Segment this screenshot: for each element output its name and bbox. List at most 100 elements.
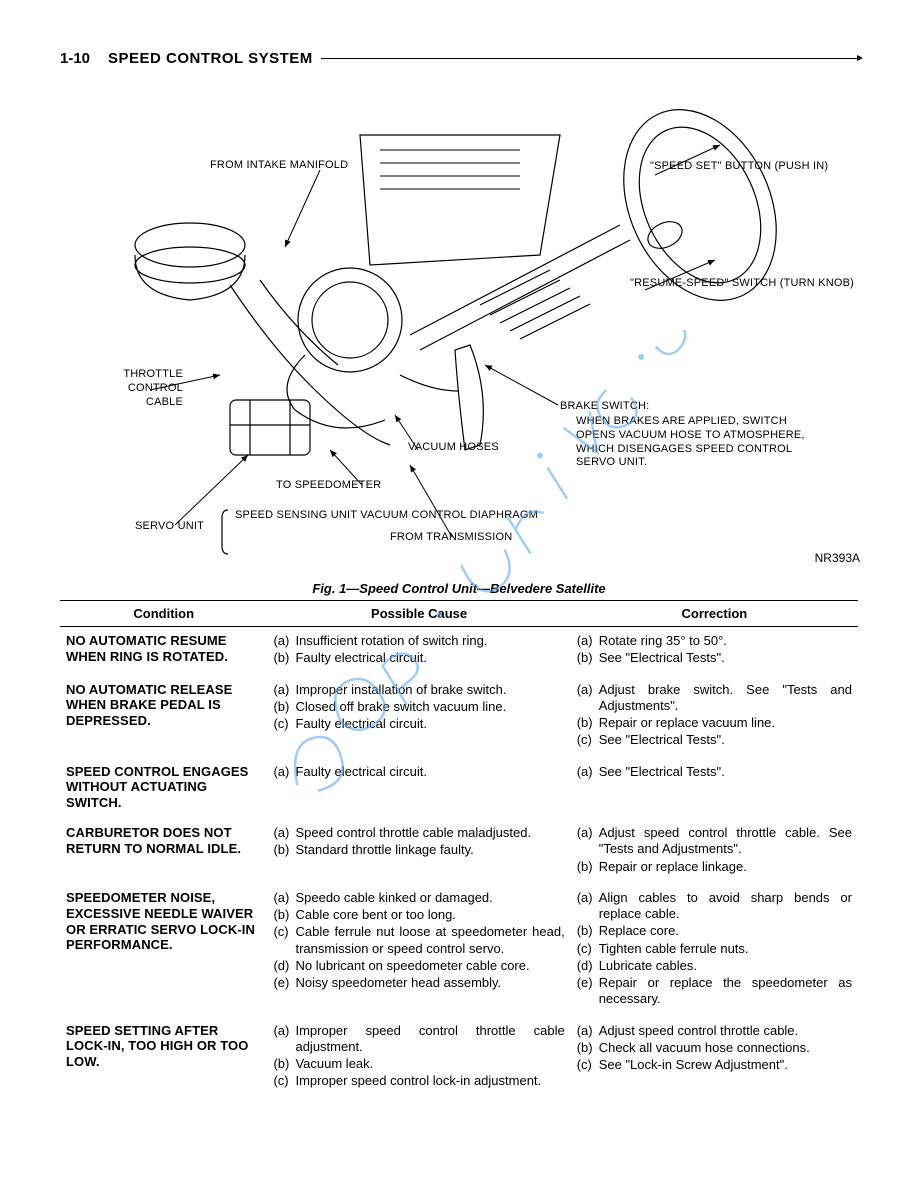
label-brake-switch-text: WHEN BRAKES ARE APPLIED, SWITCH OPENS VA…	[576, 415, 821, 470]
correction-cell: (a)Adjust speed control throttle cable. …	[571, 819, 858, 884]
item-text: Faulty electrical circuit.	[295, 764, 564, 780]
label-to-speedometer: TO SPEEDOMETER	[276, 479, 381, 493]
list-item: (a)See "Electrical Tests".	[577, 764, 852, 780]
list-item: (b)Vacuum leak.	[273, 1056, 564, 1072]
condition-cell: SPEED CONTROL ENGAGES WITHOUT ACTUATING …	[60, 758, 267, 820]
item-marker: (b)	[273, 699, 295, 715]
figure-id: NR393A	[815, 551, 860, 565]
item-text: Adjust speed control throttle cable.	[599, 1023, 852, 1039]
condition-cell: NO AUTOMATIC RESUME WHEN RING IS ROTATED…	[60, 627, 267, 676]
item-text: Closed off brake switch vacuum line.	[295, 699, 564, 715]
list-item: (a)Speed control throttle cable maladjus…	[273, 825, 564, 841]
item-marker: (e)	[577, 975, 599, 1008]
label-throttle-cable: THROTTLE CONTROL CABLE	[88, 368, 183, 409]
item-text: Insufficient rotation of switch ring.	[295, 633, 564, 649]
list-item: (b)Check all vacuum hose connections.	[577, 1040, 852, 1056]
list-item: (b)Standard throttle linkage faulty.	[273, 842, 564, 858]
item-marker: (d)	[273, 958, 295, 974]
item-marker: (a)	[577, 890, 599, 923]
item-text: Improper speed control lock-in adjustmen…	[295, 1073, 564, 1089]
label-servo-unit: SERVO UNIT	[135, 520, 204, 534]
col-correction: Correction	[571, 601, 858, 627]
list-item: (a)Improper installation of brake switch…	[273, 682, 564, 698]
item-text: Repair or replace linkage.	[599, 859, 852, 875]
condition-cell: NO AUTOMATIC RELEASE WHEN BRAKE PEDAL IS…	[60, 676, 267, 758]
correction-cell: (a)Rotate ring 35° to 50°.(b)See "Electr…	[571, 627, 858, 676]
cause-cell: (a)Insufficient rotation of switch ring.…	[267, 627, 570, 676]
list-item: (d)Lubricate cables.	[577, 958, 852, 974]
correction-cell: (a)Adjust speed control throttle cable.(…	[571, 1017, 858, 1099]
item-text: Replace core.	[599, 923, 852, 939]
col-condition: Condition	[60, 601, 267, 627]
item-marker: (b)	[577, 715, 599, 731]
label-brake-switch-title: BRAKE SWITCH:	[560, 400, 649, 414]
item-text: Faulty electrical circuit.	[295, 716, 564, 732]
list-item: (b)Repair or replace linkage.	[577, 859, 852, 875]
item-marker: (a)	[273, 682, 295, 698]
item-marker: (b)	[577, 650, 599, 666]
table-row: SPEED SETTING AFTER LOCK-IN, TOO HIGH OR…	[60, 1017, 858, 1099]
list-item: (c)Faulty electrical circuit.	[273, 716, 564, 732]
list-item: (a)Speedo cable kinked or damaged.	[273, 890, 564, 906]
item-marker: (a)	[577, 682, 599, 715]
label-resume-speed-switch: "RESUME-SPEED" SWITCH (TURN KNOB)	[630, 277, 854, 291]
item-text: Vacuum leak.	[295, 1056, 564, 1072]
item-text: Speed control throttle cable maladjusted…	[295, 825, 564, 841]
condition-cell: SPEEDOMETER NOISE, EXCESSIVE NEEDLE WAIV…	[60, 884, 267, 1017]
item-text: See "Electrical Tests".	[599, 650, 852, 666]
list-item: (e)Repair or replace the speedometer as …	[577, 975, 852, 1008]
item-text: Cable ferrule nut loose at speedometer h…	[295, 924, 564, 957]
item-marker: (a)	[273, 825, 295, 841]
cause-cell: (a)Speed control throttle cable maladjus…	[267, 819, 570, 884]
item-text: Cable core bent or too long.	[295, 907, 564, 923]
page-number: 1-10	[60, 50, 90, 67]
item-marker: (b)	[273, 907, 295, 923]
item-text: Check all vacuum hose connections.	[599, 1040, 852, 1056]
figure-caption: Fig. 1—Speed Control Unit—Belvedere Sate…	[60, 575, 858, 601]
item-marker: (e)	[273, 975, 295, 991]
speed-control-diagram: FROM INTAKE MANIFOLD "SPEED SET" BUTTON …	[60, 85, 860, 565]
item-marker: (d)	[577, 958, 599, 974]
item-marker: (a)	[273, 890, 295, 906]
list-item: (a)Adjust brake switch. See "Tests and A…	[577, 682, 852, 715]
item-marker: (b)	[273, 1056, 295, 1072]
list-item: (b)Closed off brake switch vacuum line.	[273, 699, 564, 715]
item-text: See "Electrical Tests".	[599, 764, 852, 780]
item-marker: (a)	[273, 633, 295, 649]
page-header: 1-10 SPEED CONTROL SYSTEM	[60, 50, 858, 67]
list-item: (e)Noisy speedometer head assembly.	[273, 975, 564, 991]
label-speed-set-button: "SPEED SET" BUTTON (PUSH IN)	[650, 160, 828, 174]
list-item: (c)Cable ferrule nut loose at speedomete…	[273, 924, 564, 957]
list-item: (b)Repair or replace vacuum line.	[577, 715, 852, 731]
diagram-svg	[60, 85, 860, 565]
cause-cell: (a)Improper installation of brake switch…	[267, 676, 570, 758]
list-item: (a)Align cables to avoid sharp bends or …	[577, 890, 852, 923]
item-marker: (a)	[577, 633, 599, 649]
list-item: (c)Improper speed control lock-in adjust…	[273, 1073, 564, 1089]
cause-cell: (a)Faulty electrical circuit.	[267, 758, 570, 820]
item-text: Adjust speed control throttle cable. See…	[599, 825, 852, 858]
item-text: Improper installation of brake switch.	[295, 682, 564, 698]
condition-cell: SPEED SETTING AFTER LOCK-IN, TOO HIGH OR…	[60, 1017, 267, 1099]
list-item: (a)Adjust speed control throttle cable. …	[577, 825, 852, 858]
list-item: (b)Replace core.	[577, 923, 852, 939]
table-row: CARBURETOR DOES NOT RETURN TO NORMAL IDL…	[60, 819, 858, 884]
item-marker: (c)	[577, 941, 599, 957]
item-text: Faulty electrical circuit.	[295, 650, 564, 666]
label-servo-brace: SPEED SENSING UNIT VACUUM CONTROL DIAPHR…	[235, 509, 538, 523]
col-cause: Possible Cause	[267, 601, 570, 627]
label-vacuum-hoses: VACUUM HOSES	[408, 441, 499, 455]
item-marker: (b)	[577, 923, 599, 939]
item-marker: (c)	[273, 716, 295, 732]
item-marker: (b)	[273, 842, 295, 858]
item-marker: (a)	[273, 764, 295, 780]
item-marker: (a)	[273, 1023, 295, 1056]
diagnostic-table: Condition Possible Cause Correction NO A…	[60, 601, 858, 1099]
item-text: Tighten cable ferrule nuts.	[599, 941, 852, 957]
item-text: Rotate ring 35° to 50°.	[599, 633, 852, 649]
list-item: (a)Rotate ring 35° to 50°.	[577, 633, 852, 649]
label-from-transmission: FROM TRANSMISSION	[390, 531, 512, 545]
item-marker: (c)	[577, 1057, 599, 1073]
item-text: See "Lock-in Screw Adjustment".	[599, 1057, 852, 1073]
item-text: Align cables to avoid sharp bends or rep…	[599, 890, 852, 923]
